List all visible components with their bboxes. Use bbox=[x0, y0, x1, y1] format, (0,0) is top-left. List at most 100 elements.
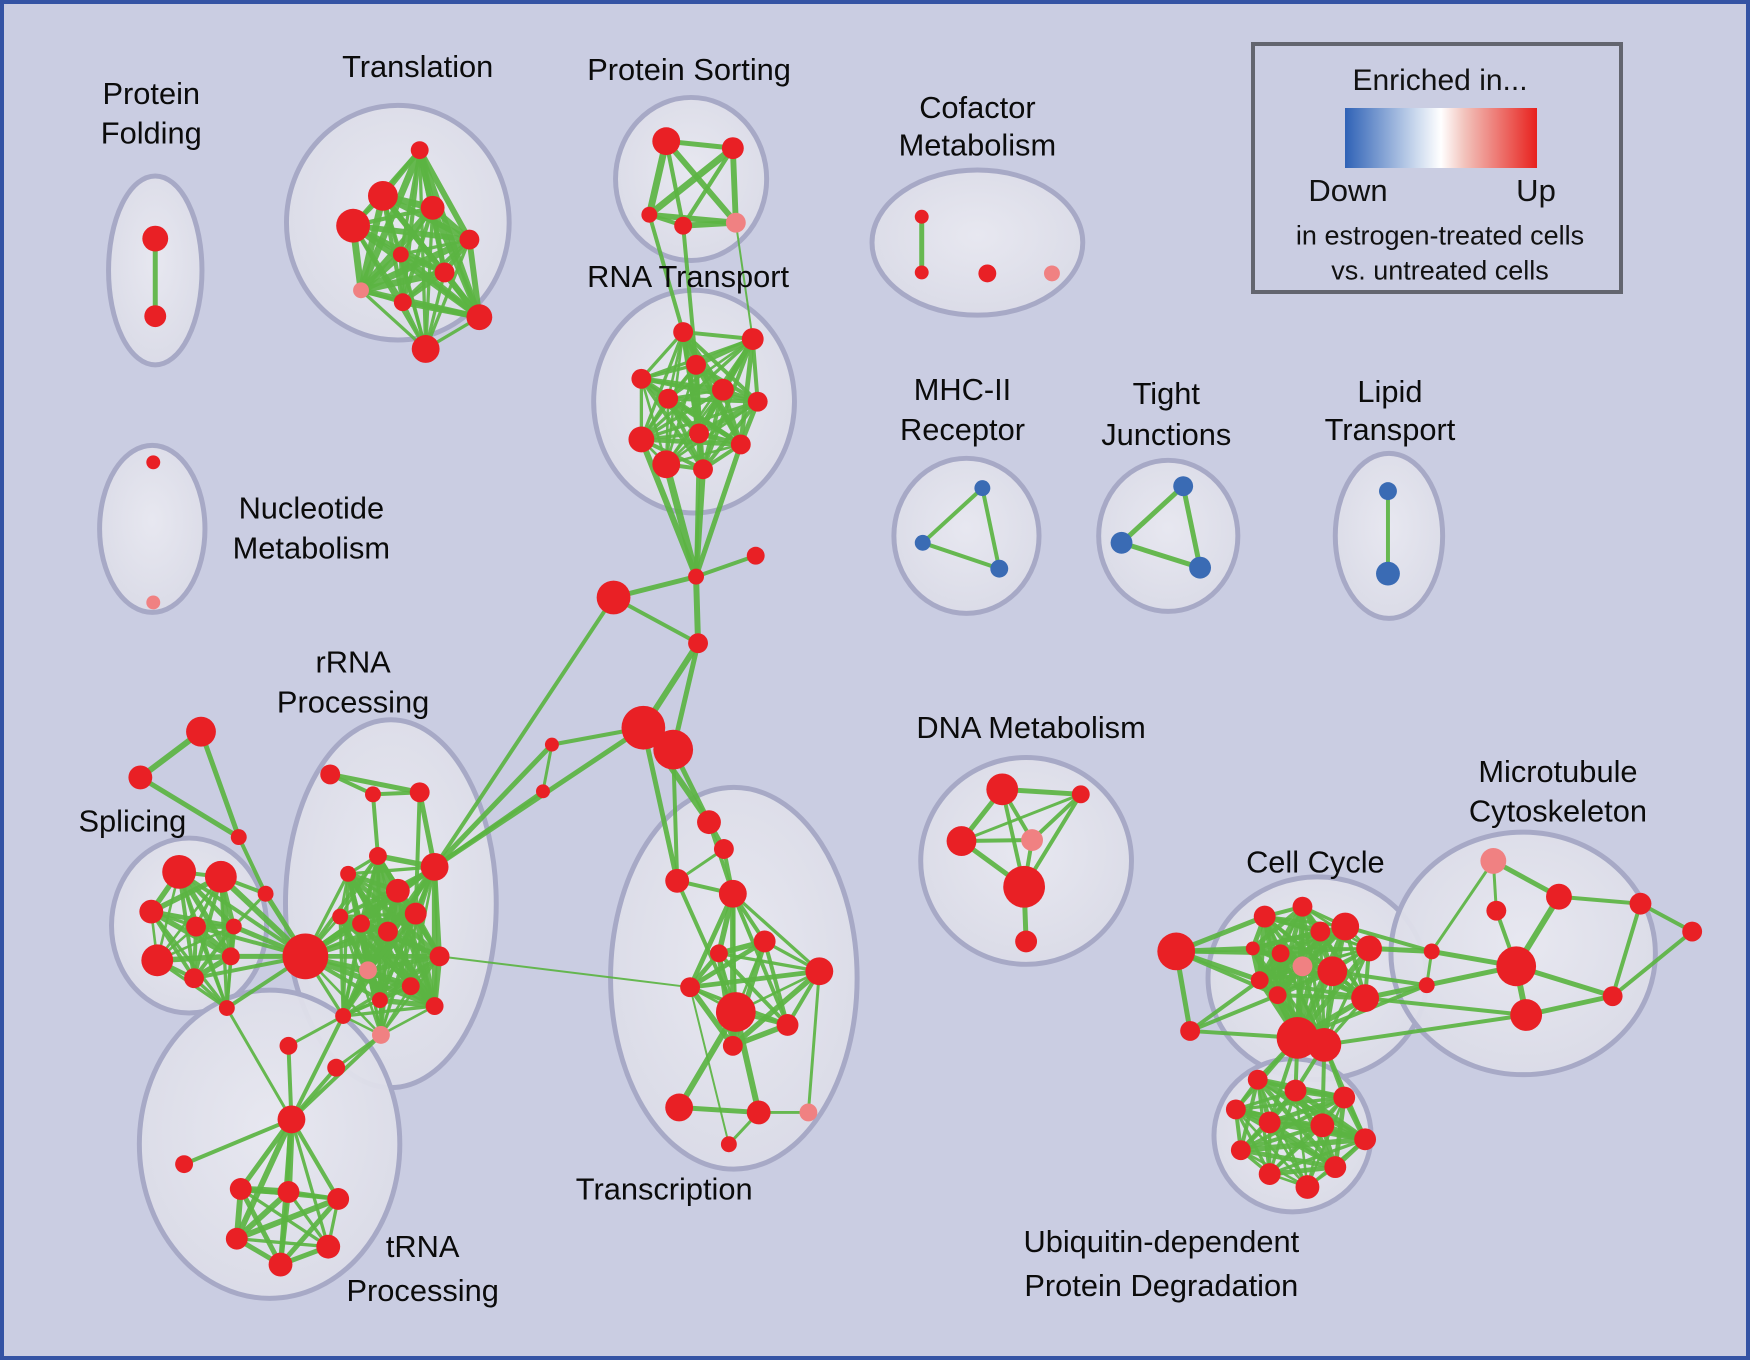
protein-sorting-node-ps3 bbox=[641, 206, 658, 223]
rrna-processing-edge bbox=[341, 954, 442, 1018]
hub-connectors-node-b2 bbox=[688, 633, 708, 654]
trna-processing-node-tn1 bbox=[175, 1155, 194, 1174]
dna-metabolism-label: DNA Metabolism bbox=[916, 710, 1145, 745]
splicing-label: Splicing bbox=[78, 804, 186, 839]
rrna-processing-edge bbox=[377, 997, 438, 1009]
rrna-processing-node-rr1 bbox=[320, 764, 341, 785]
hub-connectors-node-f2 bbox=[746, 546, 765, 565]
rrna-processing-label: rRNA bbox=[315, 645, 391, 680]
trna-processing-edge bbox=[278, 1189, 291, 1268]
legend-subtitle-line2: vs. untreated cells bbox=[1331, 255, 1549, 286]
rna-transport-label: RNA Transport bbox=[587, 259, 789, 294]
cell-cycle-node-cc10 bbox=[1317, 956, 1348, 987]
translation-node-tl11 bbox=[411, 335, 440, 363]
cell-cycle-label: Cell Cycle bbox=[1246, 844, 1385, 879]
hub-connectors-node-c1 bbox=[544, 737, 559, 752]
edge bbox=[694, 431, 702, 579]
translation-node-tl8 bbox=[353, 282, 369, 299]
splicing-node-sp3 bbox=[139, 899, 164, 924]
edge bbox=[289, 1032, 383, 1122]
rna-transport-node-rt9 bbox=[628, 426, 655, 453]
ubiquitin-degradation-edge bbox=[1268, 1123, 1324, 1176]
rna-transport-edge bbox=[639, 376, 706, 472]
trna-processing-label: Processing bbox=[346, 1273, 498, 1308]
nucleotide-metabolism-node-nm2 bbox=[146, 595, 161, 610]
ubiquitin-degradation-label: Ubiquitin-dependent bbox=[1023, 1224, 1299, 1259]
rna-transport-edge bbox=[639, 400, 760, 442]
rrna-processing-node-rr9 bbox=[352, 914, 370, 933]
trna-processing-node-tn7 bbox=[268, 1252, 293, 1277]
edge bbox=[1030, 792, 1083, 843]
cofactor-metabolism-ellipse bbox=[869, 167, 1086, 318]
protein-sorting-edge bbox=[729, 145, 739, 226]
ubiquitin-degradation-node-ub11 bbox=[1295, 1175, 1320, 1199]
ubiquitin-degradation-node-ub1 bbox=[1247, 1069, 1268, 1090]
rrna-processing-edge bbox=[377, 911, 418, 1003]
microtubule-cytoskeleton-label: Cytoskeleton bbox=[1469, 794, 1647, 829]
rrna-processing-edge bbox=[338, 914, 345, 1018]
transcription-edge bbox=[687, 968, 822, 990]
cell-cycle-edge bbox=[1275, 904, 1305, 998]
splicing-node-sp9 bbox=[218, 1000, 235, 1017]
cofactor-metabolism-node-cf1 bbox=[914, 209, 929, 224]
transcription-edge bbox=[762, 939, 790, 1027]
cofactor-metabolism-label: Metabolism bbox=[899, 128, 1056, 163]
ubiquitin-degradation-label: Protein Degradation bbox=[1024, 1268, 1298, 1303]
ubiquitin-degradation-node-ub2 bbox=[1284, 1079, 1307, 1102]
transcription-node-tc6 bbox=[709, 944, 728, 963]
legend-down-label: Down bbox=[1308, 173, 1388, 208]
mhc-ii-receptor-node-mh2 bbox=[914, 534, 931, 551]
microtubule-cytoskeleton-node-x2 bbox=[1418, 977, 1435, 994]
rrna-processing-edge bbox=[365, 911, 419, 973]
lipid-transport-label: Transport bbox=[1325, 412, 1456, 447]
mhc-ii-receptor-node-mh3 bbox=[990, 559, 1009, 578]
transcription-node-tc8 bbox=[680, 977, 701, 998]
edge bbox=[693, 441, 744, 580]
rrna-processing-node-rr20 bbox=[327, 1058, 346, 1077]
protein-folding-label: Folding bbox=[101, 116, 202, 151]
cofactor-metabolism-node-cf2 bbox=[914, 265, 929, 280]
translation-edge bbox=[357, 192, 387, 294]
cell-cycle-edge bbox=[1275, 993, 1368, 1001]
mhc-ii-receptor-label: MHC-II bbox=[914, 372, 1012, 407]
mhc-ii-receptor-label: Receptor bbox=[900, 412, 1025, 447]
protein-folding-node-pf1 bbox=[142, 225, 169, 252]
splicing-node-st1 bbox=[186, 716, 216, 747]
hub-connectors-node-hb1 bbox=[621, 705, 666, 750]
transcription-node-tc1 bbox=[697, 810, 721, 835]
transcription-node-tc15 bbox=[720, 1136, 737, 1153]
edge bbox=[640, 725, 680, 884]
edge bbox=[662, 460, 700, 581]
translation-edge bbox=[350, 222, 473, 243]
edge bbox=[1119, 540, 1203, 571]
rrna-processing-node-rr15 bbox=[425, 997, 444, 1016]
transcription-edge bbox=[687, 984, 736, 1049]
dna-metabolism-node-dm2 bbox=[1071, 785, 1090, 804]
edge bbox=[693, 573, 702, 647]
rna-transport-edge bbox=[666, 396, 760, 404]
rrna-processing-edge bbox=[365, 967, 437, 1009]
edge bbox=[681, 223, 699, 367]
cell-cycle-edge bbox=[1322, 946, 1371, 1047]
edge bbox=[370, 792, 380, 858]
cofactor-metabolism-node-cf4 bbox=[1044, 265, 1060, 282]
protein-sorting-node-ps5 bbox=[725, 212, 746, 233]
trna-processing-edge bbox=[278, 1196, 341, 1268]
rna-transport-node-rt5 bbox=[711, 378, 734, 401]
translation-node-tl7 bbox=[434, 262, 455, 283]
ubiquitin-degradation-node-ub3 bbox=[1333, 1086, 1356, 1109]
transcription-edge bbox=[716, 951, 790, 1027]
transcription-node-tc3 bbox=[665, 868, 690, 893]
transcription-node-tc7 bbox=[805, 957, 834, 986]
rna-transport-node-rt7 bbox=[747, 391, 768, 412]
rrna-processing-node-rr0 bbox=[282, 933, 329, 980]
trna-processing-node-tn5 bbox=[225, 1227, 248, 1250]
splicing-node-st3 bbox=[230, 829, 247, 846]
rrna-processing-edge bbox=[337, 914, 371, 973]
rrna-processing-node-rr10 bbox=[377, 921, 398, 942]
rna-transport-edge bbox=[638, 437, 744, 447]
rrna-processing-node-rr11 bbox=[404, 902, 427, 925]
dna-metabolism-node-dm6 bbox=[1015, 930, 1038, 953]
translation-node-tl1 bbox=[410, 141, 429, 160]
